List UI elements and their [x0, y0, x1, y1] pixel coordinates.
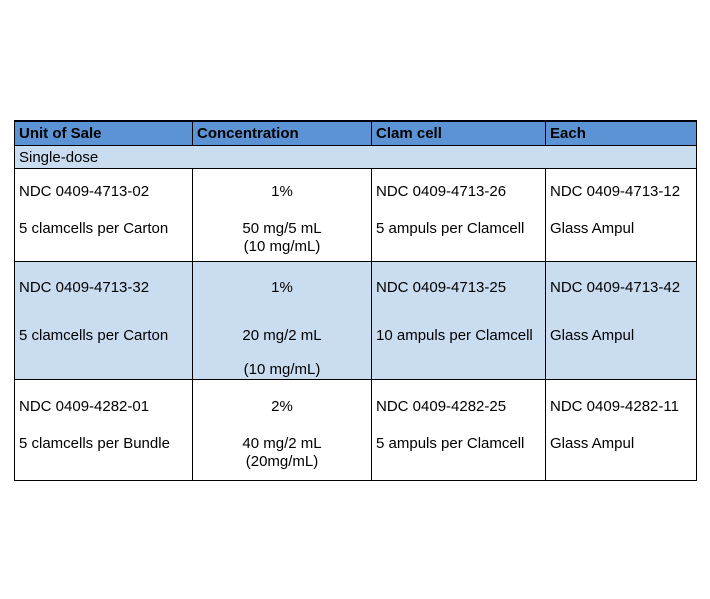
cell-unit-of-sale: NDC 0409-4713-32 5 clamcells per Carton: [14, 261, 193, 380]
pack-description: Glass Ampul: [550, 327, 635, 344]
ndc-code: NDC 0409-4713-42: [550, 279, 681, 296]
cell-each: NDC 0409-4713-12 Glass Ampul: [545, 168, 697, 262]
section-row: Single-dose: [14, 145, 697, 169]
header-row: Unit of Sale Concentration Clam cell Eac…: [14, 120, 697, 146]
ndc-code: NDC 0409-4282-01: [19, 398, 150, 415]
pack-description: 5 ampuls per Clamcell: [376, 435, 525, 452]
concentration-dose: 20 mg/2 mL: [242, 327, 322, 344]
header-concentration: Concentration: [192, 120, 372, 146]
pack-description: 5 clamcells per Carton: [19, 327, 169, 344]
concentration-percent: 1%: [271, 279, 293, 296]
pack-description: 10 ampuls per Clamcell: [376, 327, 533, 344]
cell-clam-cell: NDC 0409-4713-25 10 ampuls per Clamcell: [371, 261, 546, 380]
product-packaging-table: Unit of Sale Concentration Clam cell Eac…: [14, 120, 697, 481]
cell-concentration: 1% 50 mg/5 mL (10 mg/mL): [192, 168, 372, 262]
cell-clam-cell: NDC 0409-4282-25 5 ampuls per Clamcell: [371, 379, 546, 481]
header-each: Each: [545, 120, 697, 146]
pack-description: Glass Ampul: [550, 220, 635, 237]
pack-description: 5 ampuls per Clamcell: [376, 220, 525, 237]
cell-concentration: 2% 40 mg/2 mL (20mg/mL): [192, 379, 372, 481]
header-clam-cell: Clam cell: [371, 120, 546, 146]
ndc-code: NDC 0409-4713-02: [19, 183, 150, 200]
ndc-code: NDC 0409-4713-26: [376, 183, 507, 200]
ndc-code: NDC 0409-4713-25: [376, 279, 507, 296]
concentration-per-ml: (20mg/mL): [245, 453, 319, 470]
section-label: Single-dose: [14, 145, 697, 169]
concentration-dose: 40 mg/2 mL: [242, 435, 322, 452]
table-row: NDC 0409-4713-32 5 clamcells per Carton …: [14, 261, 697, 380]
header-unit-of-sale: Unit of Sale: [14, 120, 193, 146]
concentration-per-ml: (10 mg/mL): [243, 238, 321, 255]
cell-unit-of-sale: NDC 0409-4713-02 5 clamcells per Carton: [14, 168, 193, 262]
ndc-code: NDC 0409-4713-12: [550, 183, 681, 200]
concentration-dose: 50 mg/5 mL: [242, 220, 322, 237]
cell-each: NDC 0409-4713-42 Glass Ampul: [545, 261, 697, 380]
cell-clam-cell: NDC 0409-4713-26 5 ampuls per Clamcell: [371, 168, 546, 262]
concentration-per-ml: (10 mg/mL): [243, 361, 321, 378]
cell-each: NDC 0409-4282-11 Glass Ampul: [545, 379, 697, 481]
pack-description: Glass Ampul: [550, 435, 635, 452]
ndc-code: NDC 0409-4282-25: [376, 398, 507, 415]
ndc-code: NDC 0409-4713-32: [19, 279, 150, 296]
concentration-percent: 1%: [271, 183, 293, 200]
cell-unit-of-sale: NDC 0409-4282-01 5 clamcells per Bundle: [14, 379, 193, 481]
pack-description: 5 clamcells per Bundle: [19, 435, 170, 452]
table-row: NDC 0409-4713-02 5 clamcells per Carton …: [14, 168, 697, 262]
pack-description: 5 clamcells per Carton: [19, 220, 169, 237]
table-row: NDC 0409-4282-01 5 clamcells per Bundle …: [14, 379, 697, 481]
ndc-code: NDC 0409-4282-11: [550, 398, 679, 415]
concentration-percent: 2%: [271, 398, 293, 415]
cell-concentration: 1% 20 mg/2 mL (10 mg/mL): [192, 261, 372, 380]
